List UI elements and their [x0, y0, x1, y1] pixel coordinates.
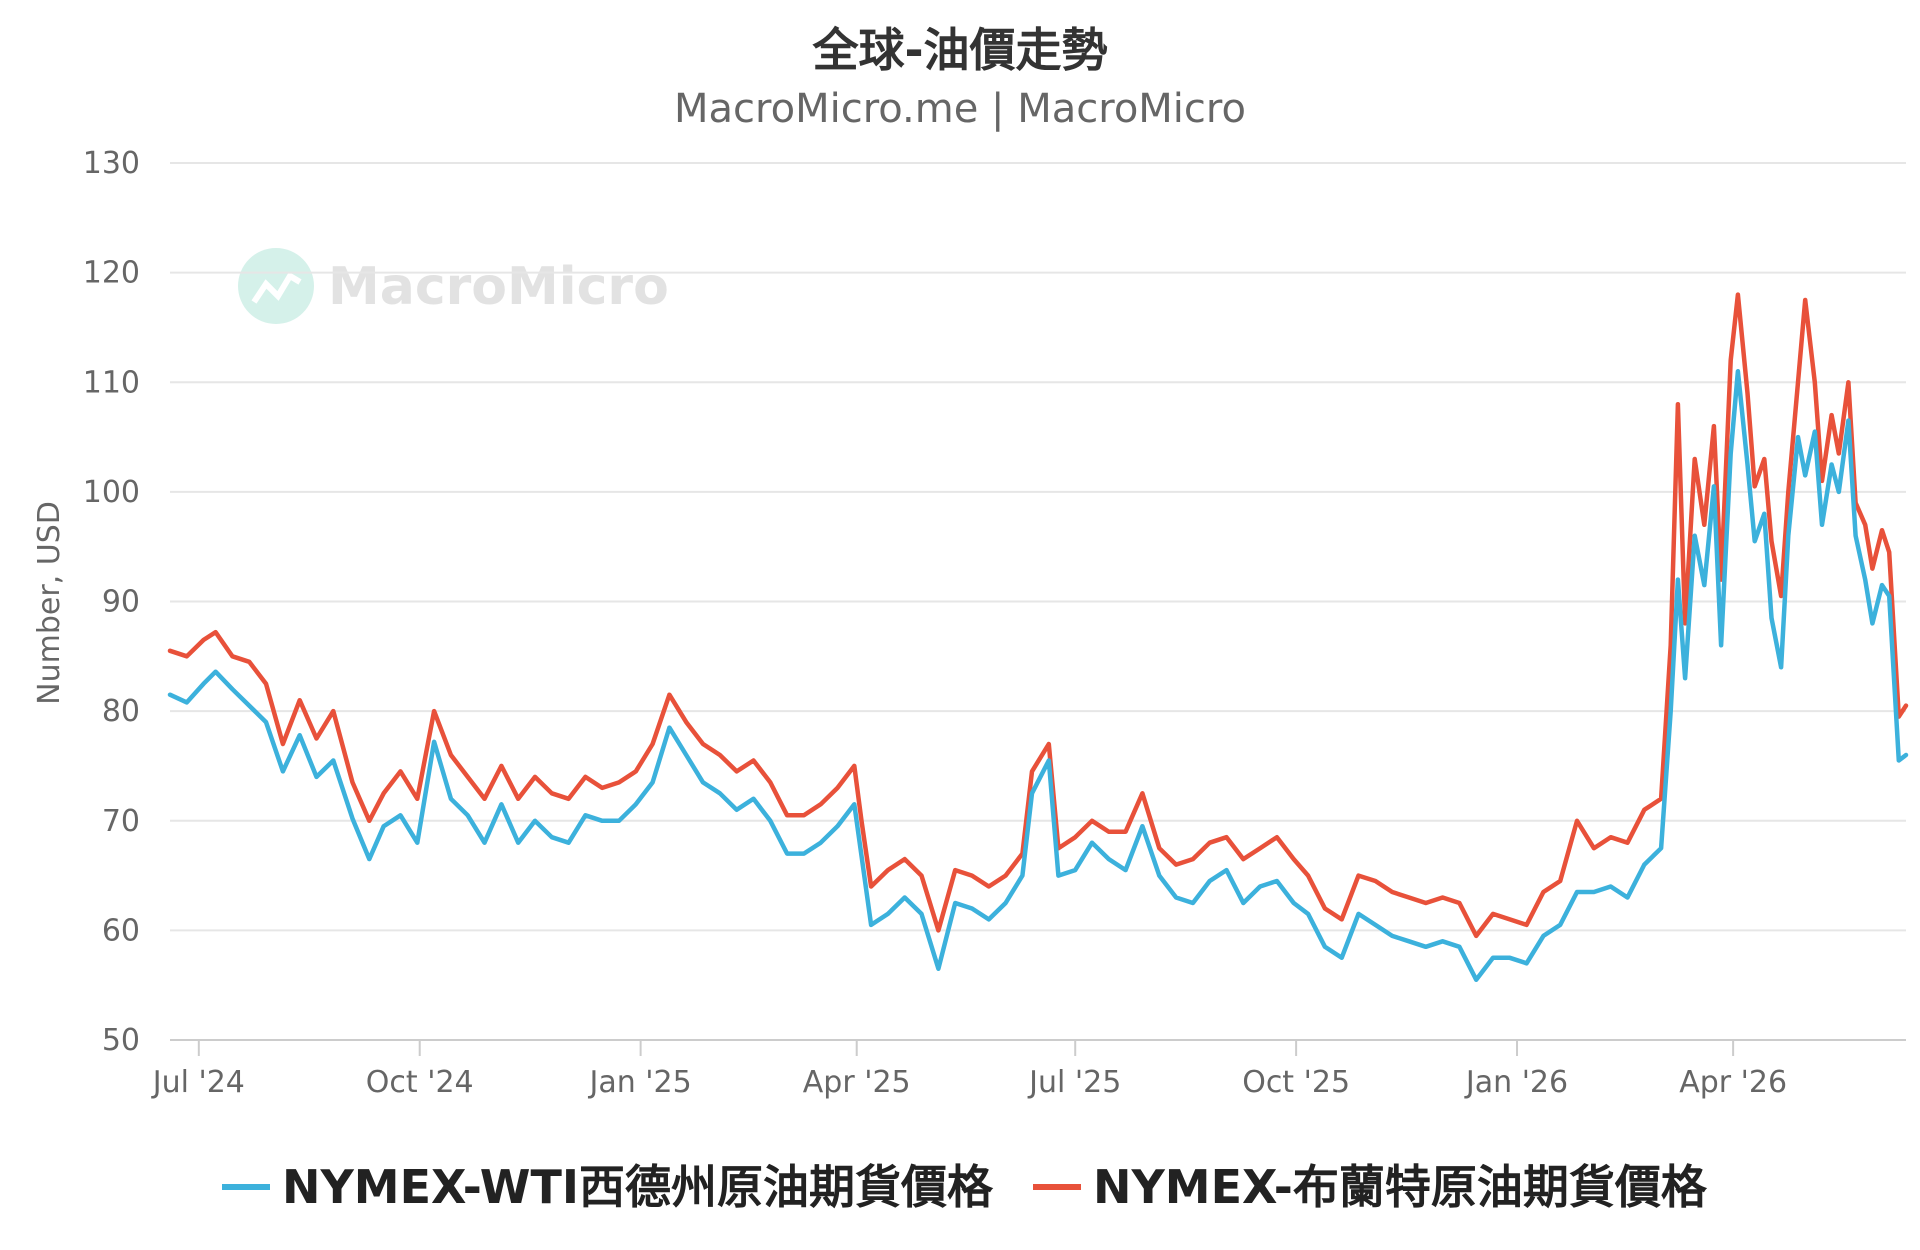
legend-item-wti[interactable]: NYMEX-WTI西德州原油期貨價格	[222, 1160, 994, 1214]
x-tick-label: Jul '24	[151, 1065, 245, 1100]
y-tick-label: 50	[102, 1023, 140, 1058]
series-line-wti[interactable]	[167, 369, 1909, 982]
watermark-logo-icon	[238, 248, 314, 324]
x-tick-label: Oct '24	[366, 1065, 474, 1100]
series-layer	[167, 292, 1909, 982]
y-axis-ticks: 50 60 70 80 90 100 110 120 130	[83, 146, 140, 1058]
watermark-logo-line	[251, 271, 302, 304]
y-tick-label: 90	[102, 585, 140, 620]
y-tick-label: 70	[102, 804, 140, 839]
x-tick-label: Jan '26	[1464, 1065, 1568, 1100]
x-tick-label: Apr '25	[803, 1065, 911, 1100]
y-tick-label: 130	[83, 146, 140, 181]
y-tick-label: 80	[102, 694, 140, 729]
y-tick-label: 60	[102, 913, 140, 948]
x-tick-label: Oct '25	[1242, 1065, 1350, 1100]
y-tick-label: 110	[83, 365, 140, 400]
legend-label: NYMEX-WTI西德州原油期貨價格	[282, 1160, 994, 1214]
y-tick-label: 100	[83, 475, 140, 510]
chart-title: 全球-油價走勢	[812, 23, 1108, 77]
y-tick-label: 120	[83, 256, 140, 291]
x-tick-label: Apr '26	[1679, 1065, 1787, 1100]
grid-layer	[170, 162, 1906, 1041]
x-axis: Jul '24 Oct '24 Jan '25 Apr '25 Jul '25 Oct '…	[151, 1039, 1906, 1100]
legend-item-brent[interactable]: NYMEX-布蘭特原油期貨價格	[1033, 1160, 1708, 1214]
chart-subtitle: MacroMicro.me | MacroMicro	[674, 86, 1246, 132]
x-tick-label: Jul '25	[1027, 1065, 1121, 1100]
legend[interactable]: NYMEX-WTI西德州原油期貨價格 NYMEX-布蘭特原油期貨價格	[222, 1160, 1708, 1214]
watermark: MacroMicro	[238, 248, 669, 324]
series-line-brent[interactable]	[167, 292, 1909, 939]
y-axis-title: Number, USD	[32, 501, 67, 705]
watermark-text: MacroMicro	[328, 257, 669, 317]
x-tick-label: Jan '25	[588, 1065, 692, 1100]
legend-label: NYMEX-布蘭特原油期貨價格	[1093, 1160, 1708, 1214]
